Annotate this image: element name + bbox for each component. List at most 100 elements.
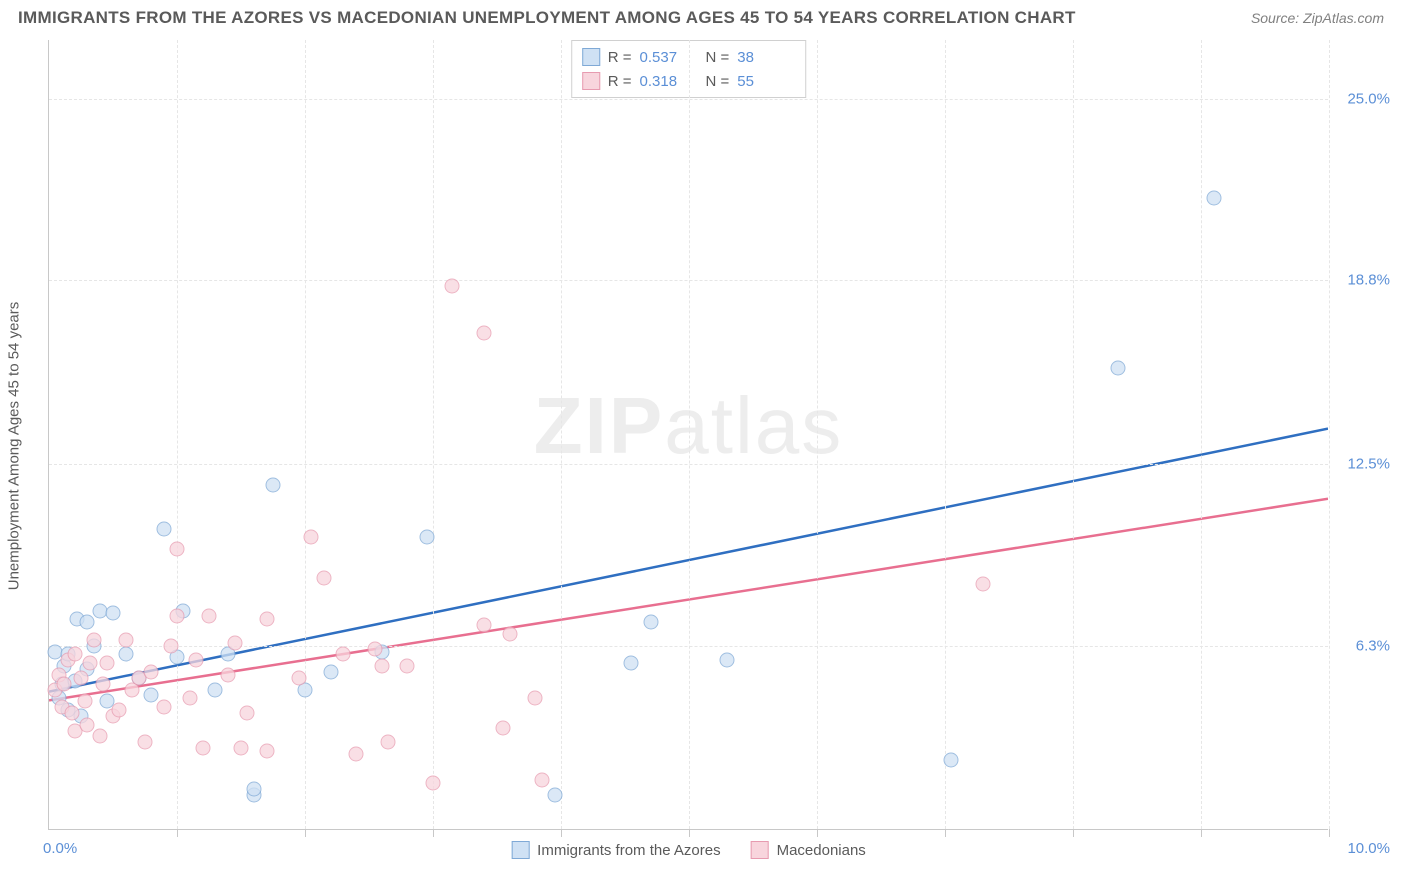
data-point <box>106 606 121 621</box>
data-point <box>65 705 80 720</box>
data-point <box>234 741 249 756</box>
data-point <box>547 787 562 802</box>
plot-area: ZIPatlas R = 0.537 N = 38 R = 0.318 N = … <box>48 40 1328 830</box>
r-label: R = <box>608 73 632 90</box>
data-point <box>323 665 338 680</box>
data-point <box>643 615 658 630</box>
data-point <box>163 638 178 653</box>
data-point <box>227 635 242 650</box>
data-point <box>304 530 319 545</box>
gridline-v <box>817 40 818 829</box>
series-legend: Immigrants from the Azores Macedonians <box>511 841 866 859</box>
data-point <box>202 609 217 624</box>
data-point <box>195 741 210 756</box>
data-point <box>112 703 127 718</box>
swatch-macedonians-icon <box>582 72 600 90</box>
data-point <box>528 691 543 706</box>
data-point <box>317 571 332 586</box>
data-point <box>93 729 108 744</box>
x-tick-mark <box>945 829 946 837</box>
data-point <box>400 659 415 674</box>
gridline-v <box>945 40 946 829</box>
n-label: N = <box>706 73 730 90</box>
data-point <box>336 647 351 662</box>
x-tick-mark <box>433 829 434 837</box>
data-point <box>374 659 389 674</box>
gridline-v <box>689 40 690 829</box>
data-point <box>74 670 89 685</box>
x-tick-mark <box>689 829 690 837</box>
data-point <box>259 612 274 627</box>
n-value-macedonians: 55 <box>737 73 795 90</box>
legend-item-azores: Immigrants from the Azores <box>511 841 720 859</box>
data-point <box>426 776 441 791</box>
data-point <box>57 676 72 691</box>
x-tick-mark <box>561 829 562 837</box>
data-point <box>496 720 511 735</box>
data-point <box>95 676 110 691</box>
data-point <box>118 647 133 662</box>
data-point <box>381 735 396 750</box>
source-label: Source: ZipAtlas.com <box>1251 10 1384 26</box>
data-point <box>624 656 639 671</box>
data-point <box>502 626 517 641</box>
data-point <box>157 521 172 536</box>
data-point <box>182 691 197 706</box>
data-point <box>67 647 82 662</box>
gridline-v <box>1201 40 1202 829</box>
data-point <box>477 325 492 340</box>
gridline-v <box>561 40 562 829</box>
data-point <box>720 653 735 668</box>
data-point <box>266 477 281 492</box>
data-point <box>291 670 306 685</box>
y-tick-label: 6.3% <box>1356 637 1390 654</box>
swatch-azores-icon <box>582 48 600 66</box>
data-point <box>86 632 101 647</box>
data-point <box>534 773 549 788</box>
data-point <box>170 542 185 557</box>
x-tick-mark <box>177 829 178 837</box>
y-axis-label: Unemployment Among Ages 45 to 54 years <box>6 302 23 591</box>
legend-label-macedonians: Macedonians <box>777 842 866 859</box>
data-point <box>1206 191 1221 206</box>
x-tick-mark <box>817 829 818 837</box>
x-tick-mark <box>1201 829 1202 837</box>
data-point <box>144 665 159 680</box>
x-tick-max: 10.0% <box>1347 840 1390 857</box>
data-point <box>445 278 460 293</box>
y-tick-label: 18.8% <box>1347 271 1390 288</box>
swatch-macedonians-icon <box>751 841 769 859</box>
legend-label-azores: Immigrants from the Azores <box>537 842 720 859</box>
gridline-v <box>1073 40 1074 829</box>
data-point <box>419 530 434 545</box>
gridline-v <box>433 40 434 829</box>
y-tick-label: 25.0% <box>1347 90 1390 107</box>
data-point <box>240 705 255 720</box>
data-point <box>349 746 364 761</box>
data-point <box>80 717 95 732</box>
data-point <box>259 744 274 759</box>
data-point <box>221 667 236 682</box>
data-point <box>189 653 204 668</box>
data-point <box>944 752 959 767</box>
watermark-bold: ZIP <box>534 380 664 469</box>
x-tick-mark <box>305 829 306 837</box>
data-point <box>1110 360 1125 375</box>
y-tick-label: 12.5% <box>1347 456 1390 473</box>
data-point <box>157 700 172 715</box>
swatch-azores-icon <box>511 841 529 859</box>
legend-item-macedonians: Macedonians <box>751 841 866 859</box>
data-point <box>138 735 153 750</box>
data-point <box>82 656 97 671</box>
gridline-v <box>305 40 306 829</box>
data-point <box>99 656 114 671</box>
data-point <box>246 782 261 797</box>
n-label: N = <box>706 49 730 66</box>
data-point <box>118 632 133 647</box>
gridline-v <box>1329 40 1330 829</box>
data-point <box>80 615 95 630</box>
data-point <box>208 682 223 697</box>
chart-title: IMMIGRANTS FROM THE AZORES VS MACEDONIAN… <box>18 8 1076 28</box>
data-point <box>477 618 492 633</box>
x-tick-min: 0.0% <box>43 840 77 857</box>
